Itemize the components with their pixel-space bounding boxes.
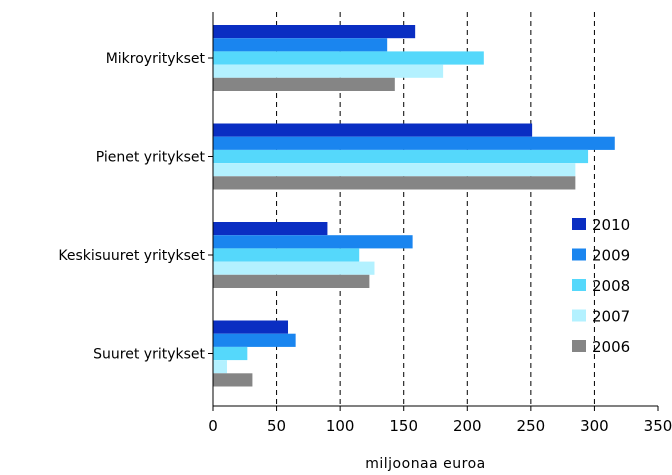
legend-swatch-2007	[572, 309, 586, 322]
bar-2008	[213, 51, 484, 65]
legend-label: 2009	[592, 247, 630, 265]
axes	[208, 12, 659, 411]
bar-2006	[213, 77, 395, 91]
legend-label: 2010	[592, 216, 630, 234]
x-tick-label: 350	[644, 417, 672, 435]
bar-2007	[213, 64, 444, 78]
bars	[213, 25, 615, 387]
bar-2010	[213, 123, 533, 137]
x-tick-label: 300	[580, 417, 609, 435]
legend-label: 2008	[592, 277, 630, 295]
bar-2010	[213, 320, 289, 334]
legend-swatch-2008	[572, 279, 586, 291]
bar-2006	[213, 274, 370, 288]
bar-2006	[213, 373, 253, 387]
bar-2007	[213, 261, 375, 275]
bar-2008	[213, 346, 248, 361]
bar-2007	[213, 163, 576, 177]
bar-2010	[213, 222, 328, 236]
x-tick-label: 0	[208, 417, 218, 435]
bar-2009	[213, 333, 296, 347]
bar-2006	[213, 176, 576, 190]
x-tick-label: 250	[517, 417, 546, 435]
category-label: Mikroyritykset	[106, 51, 206, 67]
x-tick-label: 50	[267, 417, 286, 435]
legend-swatch-2009	[572, 248, 586, 261]
x-tick-labels: 0 50 100 150 200 250 300 350	[208, 417, 672, 435]
category-label: Pienet yritykset	[96, 150, 206, 166]
legend: 2010 2009 2008 2007 2006	[572, 216, 630, 356]
category-labels: Mikroyritykset Pienet yritykset Keskisuure…	[58, 51, 205, 363]
bar-2007	[213, 360, 227, 374]
x-tick-label: 200	[453, 417, 482, 435]
category-label: Suuret yritykset	[93, 347, 205, 363]
legend-swatch-2006	[572, 340, 586, 352]
legend-swatch-2010	[572, 218, 586, 230]
legend-label: 2007	[592, 308, 630, 326]
x-tick-label: 150	[389, 417, 418, 435]
bar-2009	[213, 136, 615, 150]
category-label: Keskisuuret yritykset	[58, 248, 205, 264]
x-axis-title: miljoonaa euroa	[365, 456, 486, 472]
bar-2008	[213, 149, 589, 164]
legend-label: 2006	[592, 338, 630, 356]
bar-2008	[213, 248, 360, 262]
bar-2010	[213, 25, 416, 39]
x-tick-label: 100	[326, 417, 355, 435]
bar-2009	[213, 38, 388, 52]
bar-2009	[213, 235, 413, 249]
